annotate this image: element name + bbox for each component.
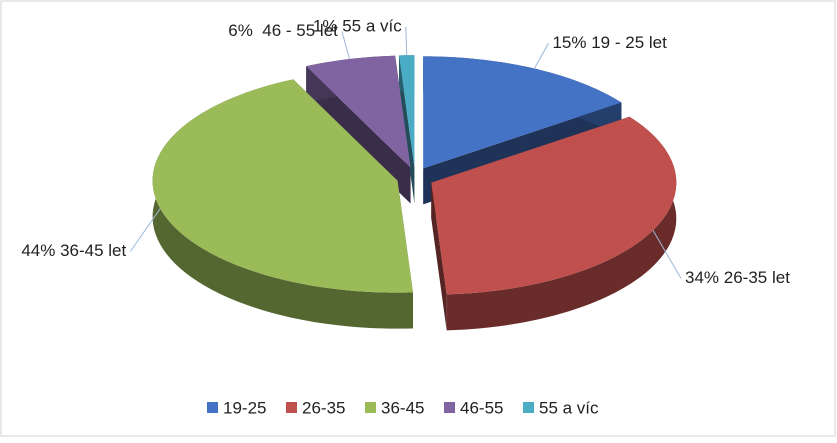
legend-swatch — [444, 402, 455, 413]
legend-label: 36-45 — [381, 398, 424, 417]
pie-slice — [152, 79, 413, 293]
leader-line — [405, 26, 408, 56]
slice-cut-wall — [399, 55, 415, 204]
pie-slice — [431, 116, 677, 295]
legend-label: 26-35 — [302, 398, 345, 417]
data-label: 6% 46 - 55 let — [228, 21, 338, 40]
pie-slice — [423, 56, 622, 169]
legend-swatch — [207, 402, 218, 413]
data-label: 15% 19 - 25 let — [552, 33, 667, 52]
leader-line — [341, 31, 351, 60]
legend-label: 19-25 — [223, 398, 266, 417]
legend-swatch — [286, 402, 297, 413]
legend-label: 46-55 — [460, 398, 503, 417]
pie-slice — [306, 55, 411, 168]
data-label: 34% 26-35 let — [685, 268, 790, 287]
slice-wall — [152, 79, 413, 329]
pie-slice — [399, 55, 415, 168]
legend-swatch — [365, 402, 376, 413]
slice-cut-wall — [431, 182, 447, 331]
leader-line — [652, 230, 682, 279]
data-label: 44% 36-45 let — [21, 241, 126, 260]
legend-swatch — [523, 402, 534, 413]
legend-label: 55 a víc — [539, 398, 599, 417]
leader-line — [129, 208, 161, 252]
slice-wall — [446, 116, 677, 331]
data-label: 1% 55 a víc — [313, 16, 402, 35]
leader-line — [533, 43, 549, 69]
